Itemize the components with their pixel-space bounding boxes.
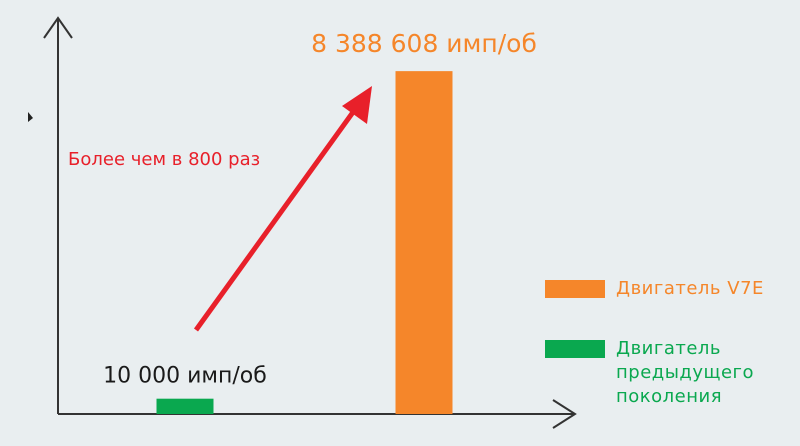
cursor: [28, 112, 33, 122]
legend-label: Двигатель предыдущего поколения: [616, 338, 755, 407]
annotation: Более чем в 800 раз: [68, 149, 260, 170]
legend-swatch: [545, 340, 605, 358]
axes: [43, 16, 577, 429]
growth-arrow: [193, 106, 359, 332]
value-label: 10 000 имп/об: [103, 364, 267, 389]
bar: [395, 71, 453, 414]
x-axis-arrow: [552, 399, 577, 429]
legend-label: Двигатель V7E: [616, 278, 764, 299]
legend-swatch: [545, 280, 605, 298]
y-axis-arrow: [43, 16, 73, 39]
value-label: 8 388 608 имп/об: [311, 29, 537, 58]
bar: [156, 398, 214, 414]
growth-arrow-head: [342, 86, 372, 124]
